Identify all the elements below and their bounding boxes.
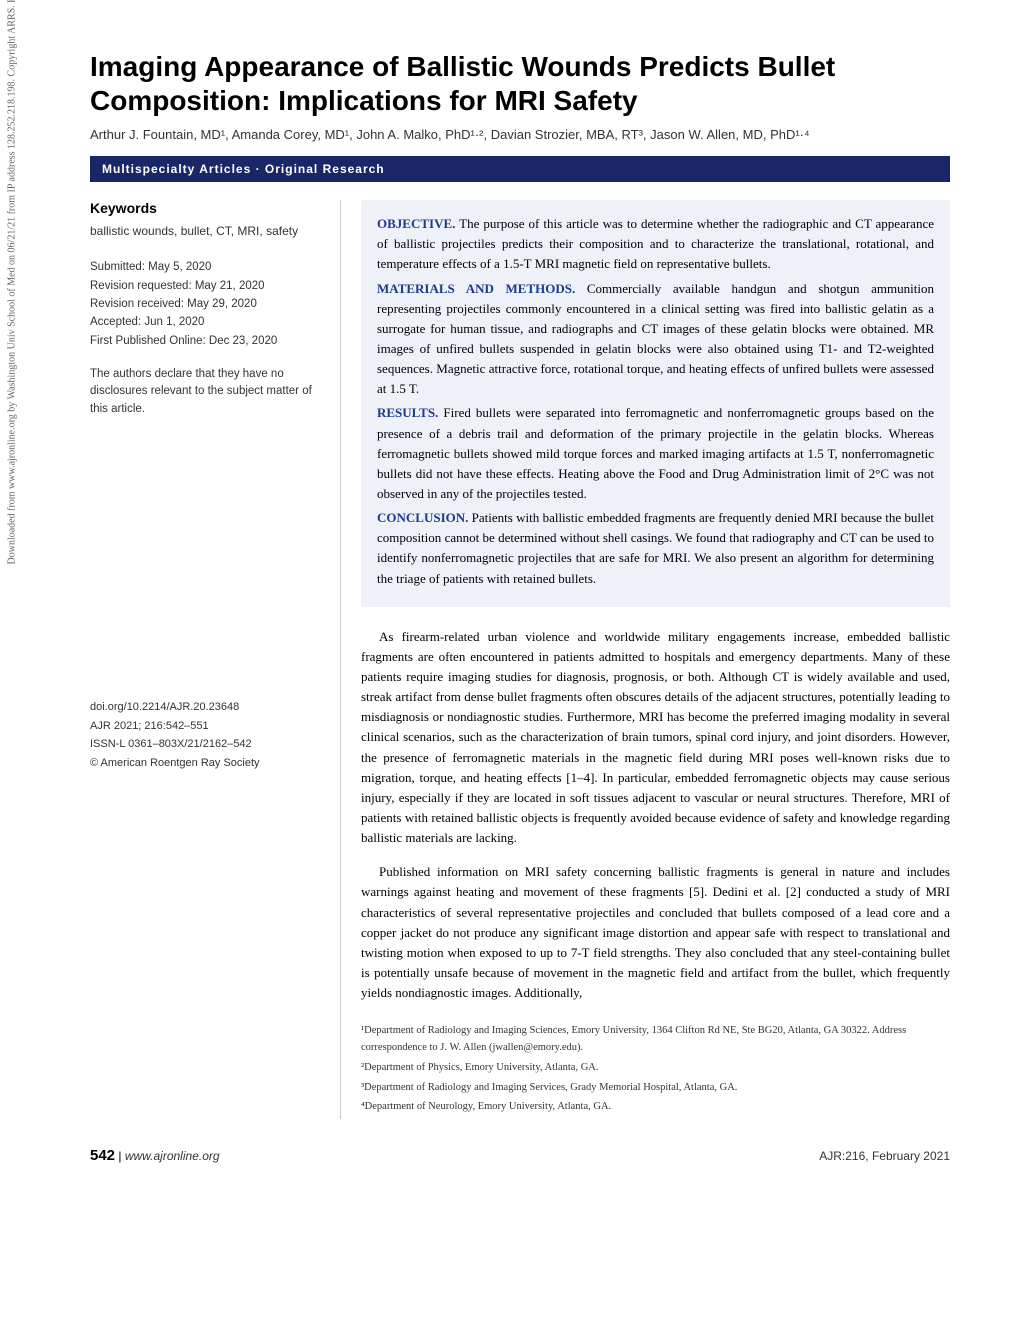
results-text: Fired bullets were separated into ferrom… (377, 405, 934, 501)
affiliation-4: ⁴Department of Neurology, Emory Universi… (361, 1099, 950, 1116)
abstract-objective: OBJECTIVE. The purpose of this article w… (377, 214, 934, 274)
disclosure-statement: The authors declare that they have no di… (90, 366, 320, 418)
body-paragraph-2: Published information on MRI safety conc… (361, 862, 950, 1003)
affiliation-2: ²Department of Physics, Emory University… (361, 1060, 950, 1077)
sidebar: Keywords ballistic wounds, bullet, CT, M… (90, 200, 320, 1119)
section-bar: Multispecialty Articles · Original Resea… (90, 156, 950, 182)
affiliation-3: ³Department of Radiology and Imaging Ser… (361, 1080, 950, 1097)
doi: doi.org/10.2214/AJR.20.23648 (90, 698, 320, 717)
date-first-published: First Published Online: Dec 23, 2020 (90, 332, 320, 350)
affiliation-1: ¹Department of Radiology and Imaging Sci… (361, 1023, 950, 1057)
materials-label: MATERIALS AND METHODS. (377, 281, 575, 296)
results-label: RESULTS. (377, 405, 438, 420)
copyright: © American Roentgen Ray Society (90, 754, 320, 773)
abstract-materials: MATERIALS AND METHODS. Commercially avai… (377, 279, 934, 400)
date-revision-received: Revision received: May 29, 2020 (90, 295, 320, 313)
affiliations: ¹Department of Radiology and Imaging Sci… (361, 1023, 950, 1116)
main-content: OBJECTIVE. The purpose of this article w… (340, 200, 950, 1119)
ajr-citation: AJR 2021; 216:542–551 (90, 717, 320, 736)
keywords-heading: Keywords (90, 200, 320, 216)
article-title: Imaging Appearance of Ballistic Wounds P… (90, 50, 950, 117)
date-revision-requested: Revision requested: May 21, 2020 (90, 277, 320, 295)
page-number: 542 (90, 1147, 115, 1164)
abstract-results: RESULTS. Fired bullets were separated in… (377, 403, 934, 504)
footer-url: www.ajronline.org (125, 1149, 220, 1163)
date-submitted: Submitted: May 5, 2020 (90, 258, 320, 276)
footer-left: 542 | www.ajronline.org (90, 1147, 220, 1164)
body-paragraph-1: As firearm-related urban violence and wo… (361, 627, 950, 849)
content-columns: Keywords ballistic wounds, bullet, CT, M… (90, 200, 950, 1119)
conclusion-label: CONCLUSION. (377, 510, 468, 525)
date-accepted: Accepted: Jun 1, 2020 (90, 313, 320, 331)
issn: ISSN-L 0361–803X/21/2162–542 (90, 735, 320, 754)
keywords-list: ballistic wounds, bullet, CT, MRI, safet… (90, 222, 320, 240)
abstract-box: OBJECTIVE. The purpose of this article w… (361, 200, 950, 607)
materials-text: Commercially available handgun and shotg… (377, 281, 934, 397)
objective-label: OBJECTIVE. (377, 216, 455, 231)
download-watermark: Downloaded from www.ajronline.org by Was… (7, 0, 18, 602)
publication-info: doi.org/10.2214/AJR.20.23648 AJR 2021; 2… (90, 698, 320, 773)
footer-right: AJR:216, February 2021 (819, 1149, 950, 1163)
submission-dates: Submitted: May 5, 2020 Revision requeste… (90, 258, 320, 350)
page-container: Imaging Appearance of Ballistic Wounds P… (0, 0, 1020, 1204)
objective-text: The purpose of this article was to deter… (377, 216, 934, 271)
authors-line: Arthur J. Fountain, MD¹, Amanda Corey, M… (90, 127, 950, 142)
page-footer: 542 | www.ajronline.org AJR:216, Februar… (90, 1139, 950, 1164)
abstract-conclusion: CONCLUSION. Patients with ballistic embe… (377, 508, 934, 589)
